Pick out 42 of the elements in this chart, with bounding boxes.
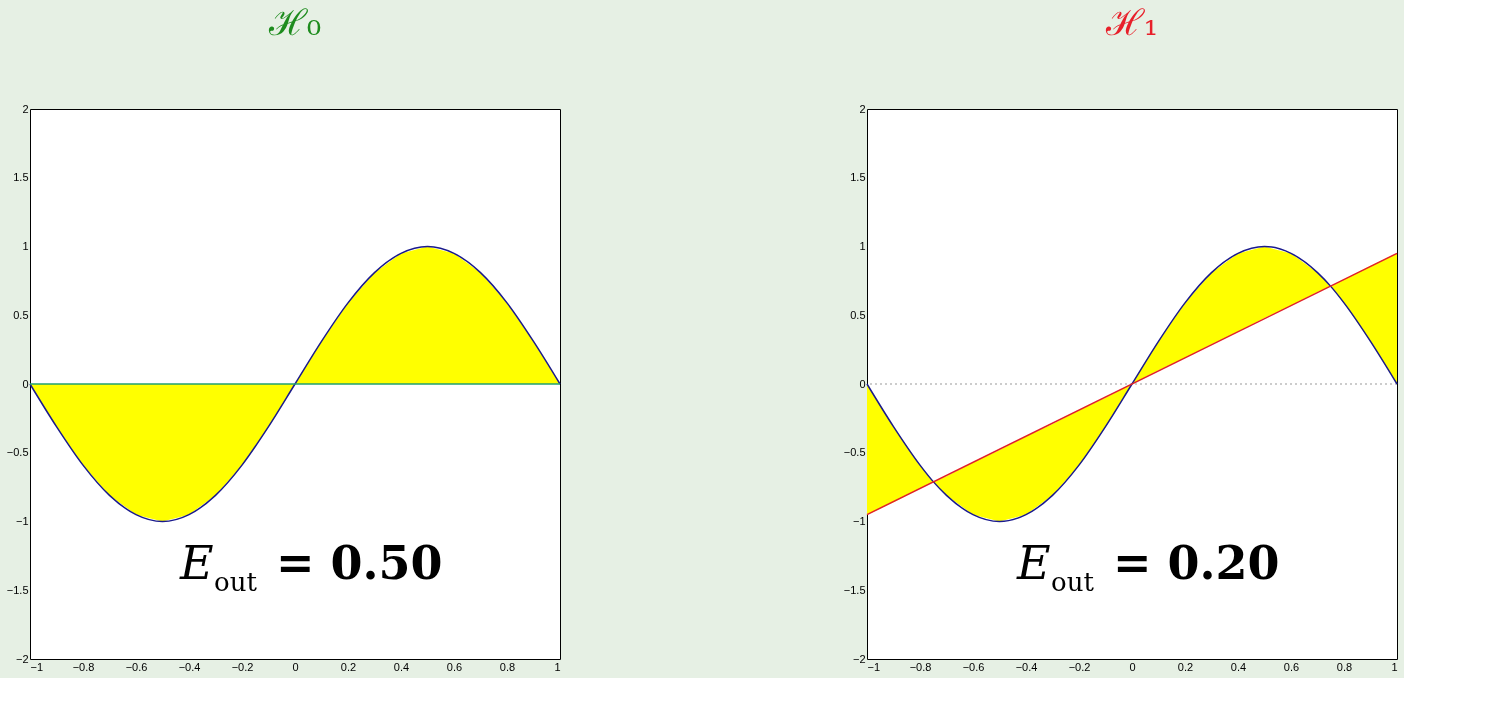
x-tick-label: −0.2 [231, 660, 254, 673]
x-tick-label: −0.6 [125, 660, 148, 673]
x-tick-label: 0 [292, 660, 299, 673]
x-tick-label: 0.4 [393, 660, 410, 673]
x-tick-label: 0.2 [1177, 660, 1194, 673]
y-tick-label: −1.5 [843, 583, 866, 596]
x-tick-label: 0.2 [340, 660, 357, 673]
x-tick-label: −0.2 [1068, 660, 1091, 673]
y-tick-label: 0.5 [13, 308, 29, 321]
y-tick-label: 0 [859, 377, 866, 390]
y-tick-label: 0.5 [850, 308, 866, 321]
y-tick-label: −0.5 [6, 446, 29, 459]
x-tick-label: −0.4 [178, 660, 201, 673]
y-tick-label: −1 [852, 515, 866, 527]
x-tick-label: 0.4 [1230, 660, 1247, 673]
x-tick-label: −0.8 [72, 660, 95, 673]
x-tick-label: 0 [1129, 660, 1136, 673]
chart-title: ℋ₁ [1104, 2, 1159, 43]
x-tick-label: −0.4 [1015, 660, 1038, 673]
x-tick-label: 0.6 [446, 660, 463, 673]
y-tick-label: 1.5 [13, 171, 29, 184]
y-tick-label: 0 [22, 377, 29, 390]
y-tick-label: −2 [852, 652, 866, 665]
x-tick-label: 0.6 [1283, 660, 1300, 673]
y-tick-label: −1.5 [6, 583, 29, 596]
x-tick-label: −1 [30, 660, 44, 673]
y-tick-label: 2 [859, 102, 866, 115]
y-tick-label: 1 [22, 240, 29, 252]
x-tick-label: −0.8 [909, 660, 932, 673]
x-tick-label: 1 [554, 660, 561, 673]
chart-title: ℋ₀ [267, 2, 322, 43]
y-tick-label: −2 [15, 652, 29, 665]
y-tick-label: 1 [859, 240, 866, 252]
x-tick-label: 0.8 [1336, 660, 1353, 673]
x-tick-label: 0.8 [499, 660, 516, 673]
x-tick-label: 1 [1391, 660, 1398, 673]
y-tick-label: −0.5 [843, 446, 866, 459]
y-tick-label: 2 [22, 102, 29, 115]
x-tick-label: −0.6 [962, 660, 985, 673]
y-tick-label: −1 [15, 515, 29, 527]
x-tick-label: −1 [867, 660, 881, 673]
y-tick-label: 1.5 [850, 171, 866, 184]
